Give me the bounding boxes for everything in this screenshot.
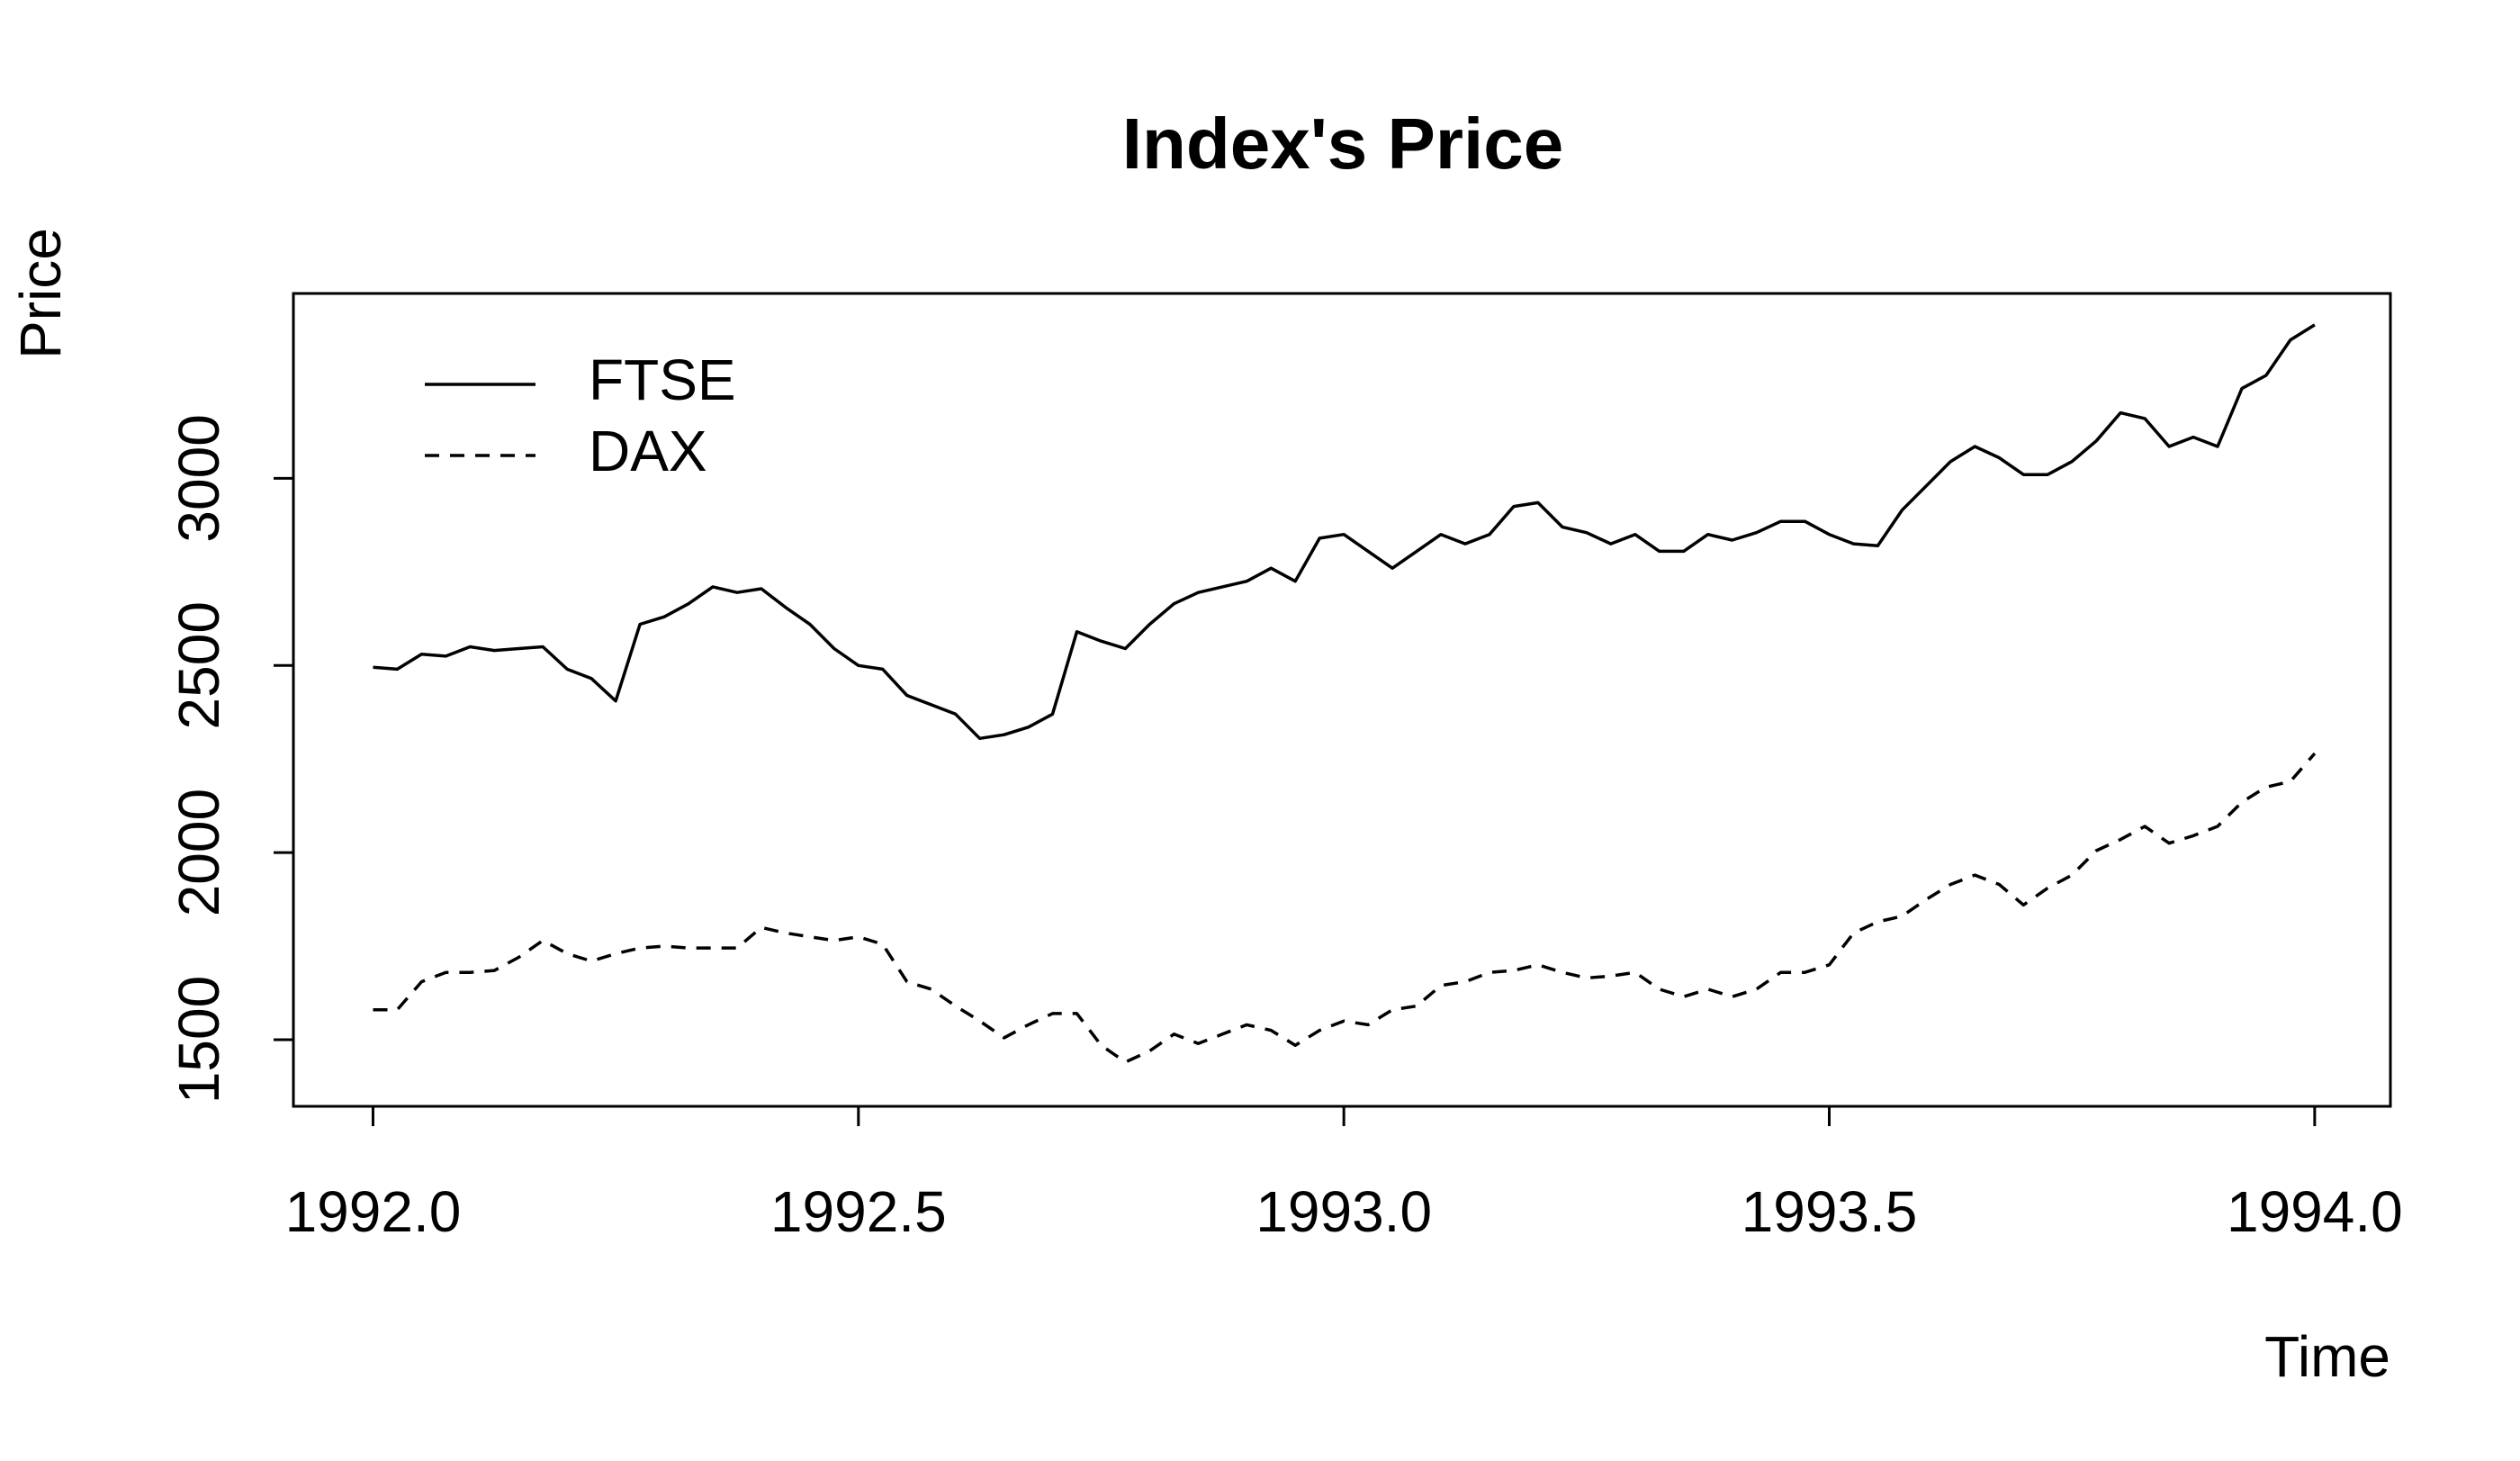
chart-title: Index's Price bbox=[1122, 104, 1563, 184]
x-tick-label: 1993.5 bbox=[1742, 1179, 1918, 1244]
x-tick-label: 1992.5 bbox=[770, 1179, 947, 1244]
y-tick-label: 2500 bbox=[166, 601, 231, 729]
y-axis-label: Price bbox=[8, 228, 73, 359]
legend-label: DAX bbox=[589, 419, 707, 483]
y-tick-label: 2000 bbox=[166, 789, 231, 916]
y-tick-label: 3000 bbox=[166, 414, 231, 542]
x-axis-label: Time bbox=[2264, 1324, 2390, 1389]
x-tick-label: 1992.0 bbox=[285, 1179, 462, 1244]
x-tick-label: 1993.0 bbox=[1256, 1179, 1432, 1244]
x-tick-label: 1994.0 bbox=[2227, 1179, 2403, 1244]
series-line bbox=[373, 752, 2317, 1064]
y-tick-label: 1500 bbox=[166, 976, 231, 1104]
series-line bbox=[373, 323, 2316, 741]
legend-label: FTSE bbox=[589, 347, 736, 412]
